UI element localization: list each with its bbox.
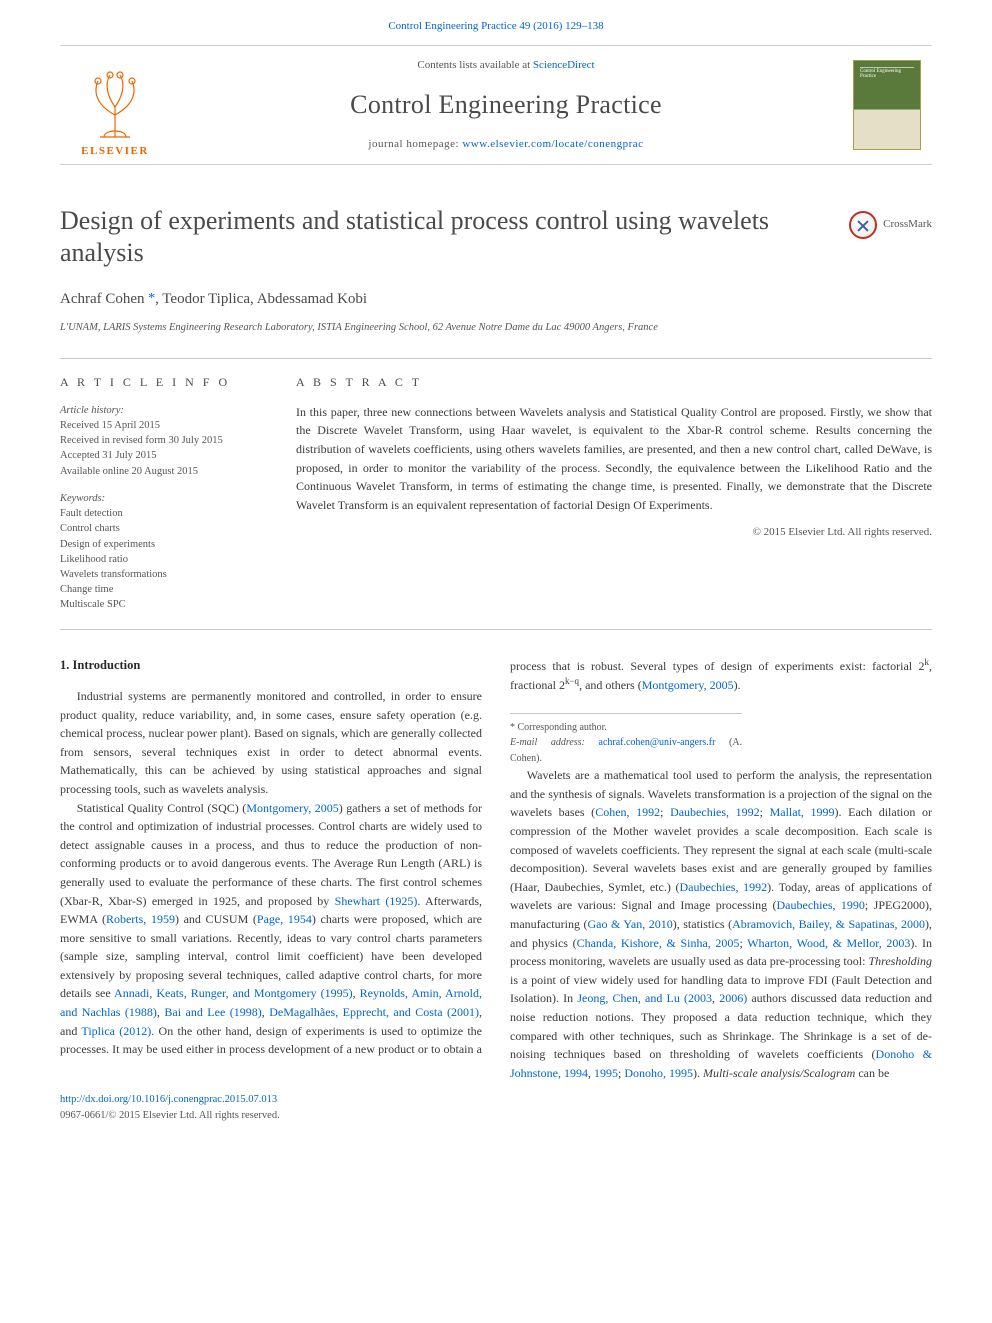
email-link[interactable]: achraf.cohen@univ-angers.fr — [599, 737, 716, 748]
crossmark-icon — [849, 211, 877, 239]
keyword-item: Likelihood ratio — [60, 552, 260, 567]
doi-block: http://dx.doi.org/10.1016/j.conengprac.2… — [0, 1082, 992, 1154]
keyword-item: Fault detection — [60, 506, 260, 521]
corresponding-star-icon[interactable]: * — [145, 291, 156, 306]
citation-link[interactable]: Montgomery, 2005 — [246, 801, 338, 815]
citation-link[interactable]: 2006) — [719, 991, 747, 1005]
divider — [60, 358, 932, 359]
authors-line: Achraf Cohen *, Teodor Tiplica, Abdessam… — [60, 288, 932, 311]
superscript: k−q — [565, 676, 579, 686]
abstract-heading: A B S T R A C T — [296, 373, 932, 391]
divider — [60, 629, 932, 630]
emphasis: Thresholding — [868, 954, 932, 968]
citation-link[interactable]: Bai and Lee (1998) — [164, 1005, 261, 1019]
history-item: Available online 20 August 2015 — [60, 464, 260, 479]
homepage-link[interactable]: www.elsevier.com/locate/conengprac — [462, 138, 643, 150]
keyword-item: Control charts — [60, 521, 260, 536]
keyword-item: Change time — [60, 582, 260, 597]
journal-reference-link[interactable]: Control Engineering Practice 49 (2016) 1… — [388, 20, 603, 32]
citation-link[interactable]: Gao & Yan, 2010 — [588, 917, 673, 931]
crossmark-badge[interactable]: CrossMark — [849, 211, 932, 239]
citation-link[interactable]: 1995 — [594, 1066, 618, 1080]
corresponding-note: * Corresponding author. — [510, 720, 742, 736]
author-2: Teodor Tiplica — [162, 291, 250, 307]
citation-link[interactable]: Shewhart (1925) — [335, 894, 418, 908]
body-paragraph: Wavelets are a mathematical tool used to… — [510, 766, 932, 1082]
title-row: Design of experiments and statistical pr… — [60, 205, 932, 270]
citation-link[interactable]: Donoho, 1995 — [624, 1066, 693, 1080]
keywords-label: Keywords: — [60, 491, 260, 506]
citation-link[interactable]: Roberts, 1959 — [106, 912, 175, 926]
history-item: Received in revised form 30 July 2015 — [60, 433, 260, 448]
history-item: Received 15 April 2015 — [60, 418, 260, 433]
journal-cover-icon: Control Engineering Practice — [853, 60, 921, 150]
publisher-block: ELSEVIER — [60, 46, 170, 164]
affiliation: L'UNAM, LARIS Systems Engineering Resear… — [60, 320, 932, 336]
citation-link[interactable]: Daubechies, 1992 — [670, 805, 760, 819]
author-sep: , — [250, 291, 257, 307]
citation-link[interactable]: Daubechies, 1990 — [777, 898, 865, 912]
issn-line: 0967-0661/© 2015 Elsevier Ltd. All right… — [60, 1108, 932, 1124]
elsevier-tree-icon — [80, 67, 150, 141]
citation-link[interactable]: Mallat, 1999 — [770, 805, 835, 819]
history-item: Accepted 31 July 2015 — [60, 448, 260, 463]
doi-link[interactable]: http://dx.doi.org/10.1016/j.conengprac.2… — [60, 1094, 277, 1105]
keyword-item: Design of experiments — [60, 537, 260, 552]
email-line: E-mail address: achraf.cohen@univ-angers… — [510, 735, 742, 766]
journal-cover-text: Control Engineering Practice — [860, 69, 914, 80]
abstract-block: A B S T R A C T In this paper, three new… — [296, 373, 932, 613]
keyword-item: Wavelets transformations — [60, 567, 260, 582]
masthead: ELSEVIER Contents lists available at Sci… — [60, 45, 932, 165]
masthead-right: Control Engineering Practice — [842, 46, 932, 164]
abstract-copyright: © 2015 Elsevier Ltd. All rights reserved… — [296, 524, 932, 541]
homepage-prefix: journal homepage: — [368, 138, 462, 150]
abstract-text: In this paper, three new connections bet… — [296, 403, 932, 515]
meta-row: A R T I C L E I N F O Article history: R… — [60, 373, 932, 613]
keyword-item: Multiscale SPC — [60, 597, 260, 612]
citation-link[interactable]: Daubechies, 1992 — [680, 880, 768, 894]
citation-link[interactable]: Page, 1954 — [257, 912, 312, 926]
journal-reference: Control Engineering Practice 49 (2016) 1… — [0, 0, 992, 45]
section-title: Introduction — [73, 658, 141, 672]
citation-link[interactable]: Jeong, Chen, and Lu (2003 — [577, 991, 712, 1005]
article-history: Article history: Received 15 April 2015 … — [60, 403, 260, 613]
masthead-center: Contents lists available at ScienceDirec… — [170, 46, 842, 164]
author-3: Abdessamad Kobi — [257, 291, 367, 307]
homepage-line: journal homepage: www.elsevier.com/locat… — [368, 136, 643, 153]
article-info-heading: A R T I C L E I N F O — [60, 373, 260, 391]
citation-link[interactable]: Abramovich, Bailey, & Sapatinas, 2000 — [732, 917, 925, 931]
sciencedirect-link[interactable]: ScienceDirect — [533, 59, 595, 71]
body-paragraph: Industrial systems are permanently monit… — [60, 687, 482, 799]
section-heading: 1. Introduction — [60, 656, 482, 675]
section-number: 1. — [60, 658, 69, 672]
citation-link[interactable]: Wharton, Wood, & Mellor, 2003 — [747, 936, 910, 950]
citation-link[interactable]: Tiplica (2012) — [81, 1024, 151, 1038]
journal-title: Control Engineering Practice — [350, 85, 662, 124]
citation-link[interactable]: Annadi, Keats, Runger, and Montgomery (1… — [114, 986, 353, 1000]
publisher-name: ELSEVIER — [81, 143, 149, 160]
emphasis: Multi-scale analysis/Scalogram — [703, 1066, 855, 1080]
history-label: Article history: — [60, 403, 260, 418]
crossmark-label: CrossMark — [883, 216, 932, 233]
contents-line: Contents lists available at ScienceDirec… — [417, 57, 594, 74]
author-1: Achraf Cohen — [60, 291, 145, 307]
citation-link[interactable]: DeMagalhães, Epprecht, and Costa (2001) — [269, 1005, 479, 1019]
email-label: E-mail address: — [510, 737, 599, 748]
contents-prefix: Contents lists available at — [417, 59, 532, 71]
footnote-block: * Corresponding author. E-mail address: … — [510, 713, 742, 767]
citation-link[interactable]: Cohen, 1992 — [595, 805, 660, 819]
citation-link[interactable]: Montgomery, 2005 — [642, 678, 734, 692]
article-info-block: A R T I C L E I N F O Article history: R… — [60, 373, 260, 613]
body-columns: 1. Introduction Industrial systems are p… — [60, 656, 932, 1083]
article-title: Design of experiments and statistical pr… — [60, 205, 829, 270]
citation-link[interactable]: Chanda, Kishore, & Sinha, 2005 — [577, 936, 740, 950]
